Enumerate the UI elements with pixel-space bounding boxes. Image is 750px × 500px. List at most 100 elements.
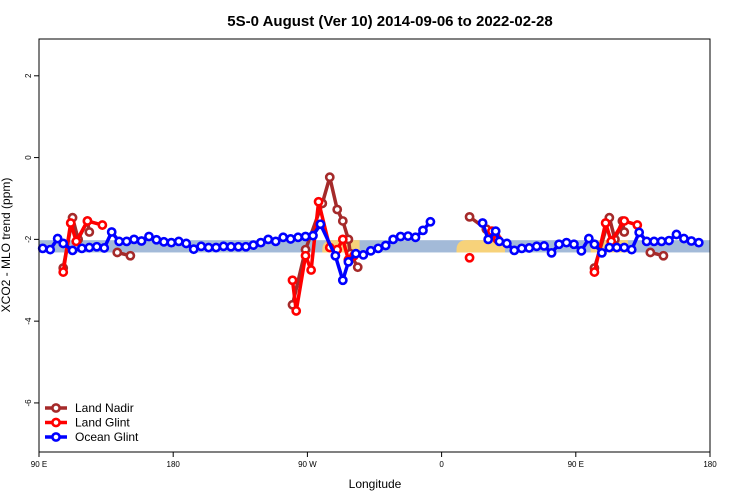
data-point [58, 267, 69, 277]
data-point [524, 243, 535, 253]
data-point [76, 243, 87, 254]
data-point [287, 275, 298, 286]
data-point [125, 250, 136, 261]
data-point [52, 233, 63, 244]
legend-label: Land Nadir [75, 401, 134, 415]
data-point [516, 243, 527, 254]
band-highlight [456, 240, 505, 253]
data-point [114, 236, 125, 247]
data-point [337, 234, 348, 245]
data-point [410, 232, 421, 243]
data-point [604, 242, 615, 253]
series-segment [592, 221, 608, 274]
data-point [211, 242, 221, 253]
legend-marker [51, 432, 61, 442]
data-point [270, 236, 281, 247]
series-segment [318, 222, 338, 258]
data-point [218, 241, 229, 252]
data-point [693, 237, 704, 248]
x-tick-label: 90 E [31, 460, 47, 469]
data-point [365, 245, 376, 256]
data-point [380, 240, 391, 251]
data-point [589, 239, 600, 250]
data-point [136, 236, 147, 246]
data-point [509, 245, 520, 256]
data-point [91, 241, 102, 252]
data-point [71, 236, 82, 247]
series-layer [37, 172, 704, 316]
series-segment [328, 175, 339, 212]
data-point [464, 211, 475, 222]
data-point [352, 262, 363, 273]
data-point [641, 236, 652, 247]
data-point [343, 256, 354, 267]
y-tick-label: -6 [24, 399, 33, 407]
data-point [255, 237, 266, 248]
y-tick-label: -4 [24, 317, 33, 325]
x-tick-label: 180 [167, 460, 181, 469]
data-point [569, 239, 579, 250]
data-point [293, 232, 303, 243]
data-point [634, 227, 645, 238]
data-point [158, 236, 169, 247]
chart-title: 5S-0 August (Ver 10) 2014-09-06 to 2022-… [227, 13, 552, 30]
data-point [248, 240, 259, 250]
data-point [166, 237, 177, 248]
data-point [65, 218, 76, 228]
data-point [494, 236, 505, 247]
data-point [285, 234, 296, 244]
y-axis: -6 -4 -2 0 2 [24, 73, 39, 406]
data-point [373, 243, 384, 254]
data-point [112, 247, 123, 258]
y-tick-label: 0 [24, 155, 33, 160]
data-point [278, 232, 289, 243]
data-point [144, 231, 154, 242]
data-point [324, 172, 335, 183]
y-tick-label: -2 [24, 235, 33, 243]
data-point [619, 227, 630, 237]
data-point [37, 243, 48, 254]
data-point [233, 241, 244, 252]
data-point [626, 244, 637, 255]
data-point [554, 239, 564, 250]
data-point [664, 235, 674, 246]
data-point [403, 231, 413, 241]
data-point [121, 236, 132, 247]
legend-marker [51, 417, 61, 428]
series-land-glint [58, 196, 643, 316]
legend-label: Land Glint [75, 416, 130, 430]
data-point [561, 237, 572, 248]
data-point [291, 306, 302, 316]
data-point [173, 236, 184, 247]
data-point [546, 247, 557, 258]
data-point [84, 242, 95, 253]
legend-item: Land Nadir [45, 401, 134, 415]
data-point [477, 218, 488, 228]
data-point [84, 227, 95, 237]
data-point [337, 275, 348, 286]
data-point [658, 250, 669, 261]
data-point [596, 247, 607, 258]
data-point [600, 218, 611, 228]
y-tick-label: 2 [24, 73, 33, 78]
data-point [337, 216, 348, 226]
data-point [619, 242, 630, 253]
data-point [350, 248, 361, 259]
data-point [686, 236, 697, 246]
data-point [181, 238, 192, 249]
data-point [583, 233, 594, 244]
data-point [619, 216, 630, 226]
x-tick-label: 180 [703, 460, 717, 469]
data-point [203, 242, 214, 253]
data-point [576, 245, 587, 256]
data-point [308, 230, 318, 241]
data-point [196, 241, 207, 252]
data-point [240, 241, 251, 252]
data-point [300, 250, 311, 261]
data-point [483, 234, 494, 245]
x-tick-label: 0 [439, 460, 444, 469]
data-point [300, 231, 311, 242]
data-point [330, 250, 341, 261]
plot-frame [38, 38, 711, 453]
